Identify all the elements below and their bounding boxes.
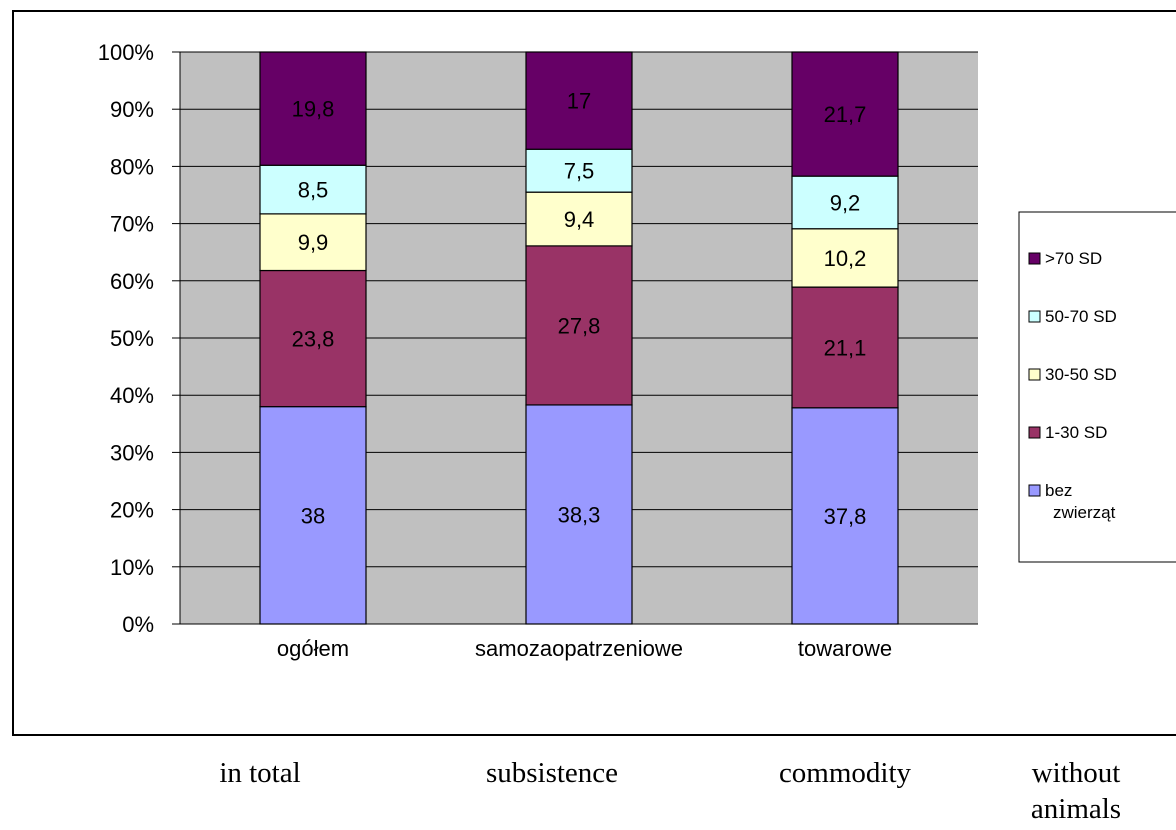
y-tick-label: 10% — [110, 555, 154, 580]
y-tick-label: 60% — [110, 269, 154, 294]
bar-segment — [259, 269, 367, 408]
bar-segment — [259, 51, 367, 166]
bar-segment — [259, 213, 367, 272]
x-tick-label: towarowe — [798, 636, 892, 661]
y-tick-label: 80% — [110, 154, 154, 179]
data-label: 21,7 — [824, 102, 867, 127]
plot-area: 0% 10% 20% 30% 40% 50% 60% 70% 80% 90% 100% 38 23,8 9… — [98, 40, 978, 661]
legend-swatch — [1028, 426, 1041, 439]
translation-commodity: commodity — [778, 757, 912, 789]
legend-box — [1018, 211, 1176, 563]
y-tick-label: 100% — [98, 40, 154, 65]
data-label: 7,5 — [564, 159, 595, 184]
legend-swatch — [1028, 252, 1041, 265]
bar-segment — [525, 51, 633, 150]
translation-subsistence: subsistence — [485, 757, 619, 789]
x-tick-label: ogółem — [277, 636, 349, 661]
bar-segment — [791, 175, 899, 230]
x-tick-label: samozaopatrzeniowe — [475, 636, 683, 661]
data-label: 38 — [301, 503, 325, 528]
y-tick-label: 20% — [110, 498, 154, 523]
bar-segment — [525, 148, 633, 193]
bar-segment — [791, 228, 899, 288]
legend-label: 1-30 SD — [1045, 423, 1107, 442]
y-tick-label: 30% — [110, 440, 154, 465]
legend-label: 30-50 SD — [1045, 365, 1117, 384]
data-label: 37,8 — [824, 504, 867, 529]
translation-in-total: in total — [219, 757, 301, 789]
data-label: 17 — [567, 89, 591, 114]
bar-segment — [525, 245, 633, 406]
bar-segment — [791, 51, 899, 177]
data-label: 21,1 — [824, 335, 867, 360]
legend-swatch — [1028, 484, 1041, 497]
bar-segment — [791, 286, 899, 409]
stacked-bar-chart: 0% 10% 20% 30% 40% 50% 60% 70% 80% 90% 100% 38 23,8 9… — [98, 40, 1176, 661]
legend-label: 50-70 SD — [1045, 307, 1117, 326]
legend: >70 SD 50-70 SD 30-50 SD 1-30 SD bez zwierząt — [1018, 211, 1176, 563]
chart-frame: 0% 10% 20% 30% 40% 50% 60% 70% 80% 90% 100% 38 23,8 9… — [12, 10, 1176, 736]
data-label: 10,2 — [824, 246, 867, 271]
bar-segment — [791, 407, 899, 625]
data-label: 38,3 — [558, 502, 601, 527]
data-label: 23,8 — [292, 327, 335, 352]
translation-without-animals-line1: without — [1031, 757, 1121, 789]
bar-segment — [259, 406, 367, 625]
y-tick-label: 70% — [110, 212, 154, 237]
bar-segment — [525, 404, 633, 625]
y-tick-label: 40% — [110, 383, 154, 408]
data-label: 27,8 — [558, 313, 601, 338]
data-label: 9,2 — [830, 190, 861, 215]
data-label: 9,4 — [564, 207, 595, 232]
y-tick-label: 0% — [122, 612, 154, 637]
bar-segment — [525, 191, 633, 247]
data-label: 8,5 — [298, 178, 329, 203]
bar-segment — [259, 164, 367, 215]
data-label: 9,9 — [298, 230, 329, 255]
legend-label: bez zwierząt — [1045, 481, 1116, 522]
y-tick-label: 50% — [110, 326, 154, 351]
translation-without-animals-line2: animals — [1030, 793, 1122, 825]
data-label: 19,8 — [292, 97, 335, 122]
legend-swatch — [1028, 310, 1041, 323]
legend-label: >70 SD — [1045, 249, 1102, 268]
y-tick-label: 90% — [110, 97, 154, 122]
legend-swatch — [1028, 368, 1041, 381]
